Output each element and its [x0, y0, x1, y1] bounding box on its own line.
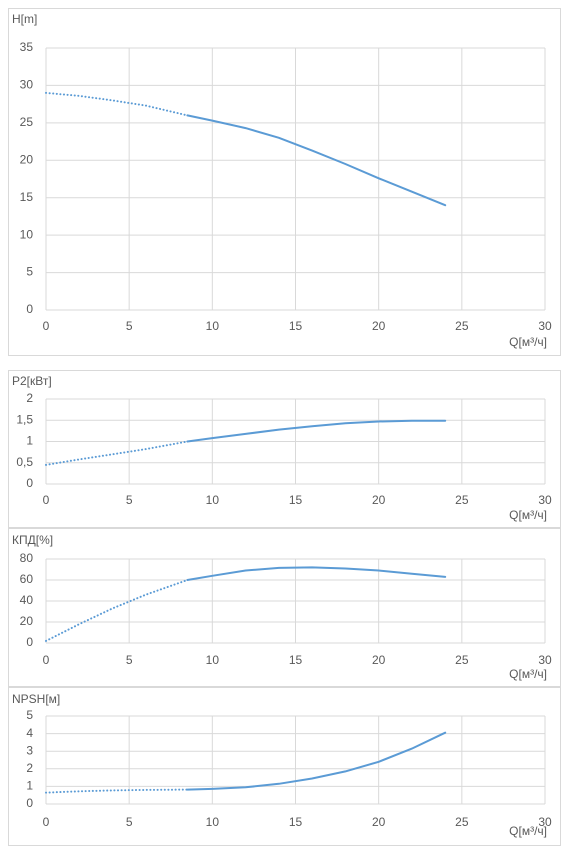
y-tick-label: 5 [26, 265, 33, 279]
y-tick-label: 3 [26, 743, 33, 757]
y-tick-label: 25 [20, 115, 34, 129]
x-tick-label: 30 [538, 653, 552, 667]
x-tick-label: 30 [538, 493, 552, 507]
data-line [45, 788, 189, 794]
x-tick-label: 20 [372, 319, 386, 333]
x-tick-label: 0 [43, 319, 50, 333]
y-tick-label: 0 [26, 476, 33, 490]
y-axis-title: H[m] [12, 12, 37, 26]
x-tick-label: 5 [126, 815, 133, 829]
y-tick-label: 0 [26, 302, 33, 316]
y-tick-label: 20 [20, 152, 34, 166]
x-tick-label: 20 [372, 653, 386, 667]
y-tick-label: 40 [20, 593, 34, 607]
y-tick-label: 2 [26, 391, 33, 405]
data-line [45, 91, 189, 117]
x-tick-label: 5 [126, 493, 133, 507]
y-tick-label: 5 [26, 708, 33, 722]
x-tick-label: 5 [126, 653, 133, 667]
x-tick-label: 5 [126, 319, 133, 333]
x-tick-label: 10 [206, 319, 220, 333]
data-line [186, 731, 447, 791]
x-tick-label: 15 [289, 319, 303, 333]
x-tick-label: 0 [43, 653, 50, 667]
y-tick-label: 1 [26, 434, 33, 448]
y-tick-label: 0 [26, 635, 33, 649]
y-tick-label: 35 [20, 40, 34, 54]
x-tick-label: 15 [289, 653, 303, 667]
x-tick-label: 0 [43, 493, 50, 507]
y-tick-label: 1 [26, 779, 33, 793]
x-tick-label: 10 [206, 493, 220, 507]
x-tick-label: 25 [455, 319, 469, 333]
panel-frame [8, 370, 561, 528]
data-line [186, 114, 447, 207]
y-tick-label: 80 [20, 551, 34, 565]
y-axis-title: P2[кВт] [12, 374, 52, 388]
y-tick-label: 0 [26, 796, 33, 810]
x-tick-label: 15 [289, 493, 303, 507]
y-axis-title: КПД[%] [12, 533, 53, 547]
y-tick-label: 4 [26, 726, 33, 740]
y-tick-label: 60 [20, 572, 34, 586]
x-tick-label: 25 [455, 815, 469, 829]
data-line [186, 566, 447, 581]
y-tick-label: 30 [20, 78, 34, 92]
x-tick-label: 30 [538, 815, 552, 829]
y-tick-label: 15 [20, 190, 34, 204]
x-tick-label: 20 [372, 815, 386, 829]
y-axis-title: NPSH[м] [12, 692, 60, 706]
y-tick-label: 0,5 [16, 455, 33, 469]
x-axis-title: Q[м³/ч] [509, 667, 547, 681]
x-axis-title: Q[м³/ч] [509, 824, 547, 838]
data-line [186, 419, 447, 443]
panel-frame [8, 8, 561, 356]
panel-frame [8, 687, 561, 846]
x-axis-title: Q[м³/ч] [509, 508, 547, 522]
y-tick-label: 1,5 [16, 412, 33, 426]
x-tick-label: 10 [206, 653, 220, 667]
x-tick-label: 10 [206, 815, 220, 829]
x-tick-label: 20 [372, 493, 386, 507]
y-tick-label: 2 [26, 761, 33, 775]
x-tick-label: 25 [455, 493, 469, 507]
x-tick-label: 30 [538, 319, 552, 333]
y-tick-label: 20 [20, 614, 34, 628]
x-tick-label: 25 [455, 653, 469, 667]
panel-frame [8, 528, 561, 687]
y-tick-label: 10 [20, 227, 34, 241]
x-axis-title: Q[м³/ч] [509, 335, 547, 349]
x-tick-label: 0 [43, 815, 50, 829]
data-line [45, 440, 189, 466]
x-tick-label: 15 [289, 815, 303, 829]
data-line [45, 579, 189, 642]
